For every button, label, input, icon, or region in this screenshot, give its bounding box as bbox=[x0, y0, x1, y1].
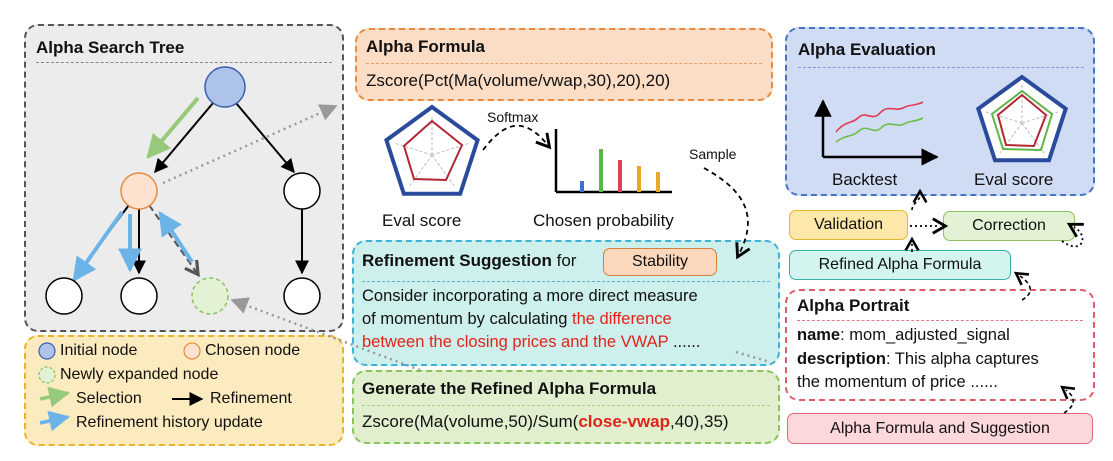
chosen-to-formula-link bbox=[162, 104, 338, 185]
alpha-portrait-title: Alpha Portrait bbox=[797, 296, 910, 315]
validation-box: Validation bbox=[789, 210, 908, 240]
initial-node bbox=[204, 66, 246, 108]
generate-refined-divider bbox=[362, 405, 770, 406]
legend-expanded-label: Newly expanded node bbox=[60, 366, 219, 383]
legend-selection-label: Selection bbox=[76, 390, 142, 407]
generate-refined-formula: Zscore(Ma(volume,50)/Sum(close-vwap,40),… bbox=[362, 412, 729, 432]
legend-chosen-label: Chosen node bbox=[205, 342, 301, 359]
legend-selection-icon bbox=[39, 386, 71, 408]
suggestion-highlight-a: the difference bbox=[572, 310, 672, 328]
legend-initial-icon bbox=[38, 342, 56, 360]
suggestion-line3: between the closing prices and the VWAP … bbox=[362, 333, 700, 352]
validation-to-evaluation-arrow bbox=[911, 188, 928, 211]
suggestion-line2: of momentum by calculating the differenc… bbox=[362, 310, 672, 329]
generate-formula-highlight: close-vwap bbox=[578, 412, 670, 431]
correction-box: Correction bbox=[943, 211, 1075, 241]
alpha-formula-text: Zscore(Pct(Ma(volume/vwap,30),20),20) bbox=[366, 71, 671, 90]
portrait-desc-value: : This alpha captures bbox=[885, 350, 1039, 368]
correction-loop-arrow bbox=[1061, 222, 1084, 248]
alpha-evaluation-divider bbox=[798, 67, 1084, 68]
suggestion-line1: Consider incorporating a more direct mea… bbox=[362, 287, 698, 305]
legend-history-label: Refinement history update bbox=[76, 414, 263, 431]
refinement-suggestion-divider bbox=[362, 281, 770, 282]
prob-bar bbox=[637, 166, 641, 192]
alpha-formula-panel bbox=[355, 28, 773, 101]
prob-bar bbox=[599, 149, 603, 192]
suggestion-highlight-b: between the closing prices and the VWAP bbox=[362, 333, 669, 351]
eval-score-label-right: Eval score bbox=[974, 170, 1054, 189]
eval-score-radar bbox=[384, 104, 480, 196]
suggestion-ellipsis: ...... bbox=[672, 333, 701, 351]
prob-bar bbox=[580, 181, 584, 192]
search-tree-title: Alpha Search Tree bbox=[36, 38, 185, 57]
generate-refined-title: Generate the Refined Alpha Formula bbox=[362, 379, 657, 398]
portrait-desc-line: description: This alpha captures bbox=[797, 350, 1039, 369]
sample-arrow bbox=[703, 167, 751, 260]
softmax-label: Softmax bbox=[487, 109, 539, 125]
search-tree-divider bbox=[36, 62, 332, 63]
legend-chosen-icon bbox=[183, 342, 201, 360]
sample-label: Sample bbox=[689, 146, 737, 162]
legend-refinement-label: Refinement bbox=[210, 390, 292, 407]
refinement-suggestion-label: Refinement Suggestion bbox=[362, 251, 552, 270]
portrait-name-label: name bbox=[797, 326, 841, 344]
selection-arrow bbox=[146, 96, 200, 159]
tree-node bbox=[120, 277, 158, 315]
portrait-name-value: : mom_adjusted_signal bbox=[840, 326, 1010, 344]
evaluation-radar bbox=[975, 74, 1069, 163]
history-arrows bbox=[72, 210, 194, 282]
generate-to-expanded-link bbox=[230, 297, 421, 372]
legend-history-icon bbox=[39, 410, 71, 432]
eval-score-label-mid: Eval score bbox=[382, 211, 462, 230]
refinement-suggestion-title: Refinement Suggestion for bbox=[362, 251, 576, 271]
portrait-desc-line2: the momentum of price ...... bbox=[797, 373, 998, 391]
suggestion-to-generate-link bbox=[735, 350, 771, 364]
legend-panel bbox=[24, 335, 344, 446]
backtest-chart bbox=[814, 99, 939, 166]
alpha-portrait-divider bbox=[797, 320, 1083, 321]
tree-node bbox=[283, 277, 321, 315]
alpha-formula-divider bbox=[366, 63, 762, 64]
backtest-line-green bbox=[835, 117, 924, 143]
stability-tag: Stability bbox=[603, 248, 717, 276]
portrait-to-refined-arrow bbox=[1013, 271, 1031, 301]
backtest-line-red bbox=[835, 101, 924, 133]
prob-bar bbox=[618, 160, 622, 192]
suggestion-line2-text: of momentum by calculating bbox=[362, 310, 568, 328]
backtest-label: Backtest bbox=[832, 170, 898, 189]
probability-chart bbox=[554, 129, 672, 194]
suggestion-to-portrait-arrow bbox=[1060, 385, 1076, 414]
tree-node bbox=[283, 172, 321, 210]
refined-formula-box: Refined Alpha Formula bbox=[789, 250, 1011, 280]
softmax-arrow bbox=[482, 124, 552, 151]
generate-formula-prefix: Zscore(Ma(volume,50)/Sum( bbox=[362, 412, 579, 431]
alpha-portrait-panel bbox=[785, 289, 1095, 401]
generate-formula-suffix: ,40),35) bbox=[669, 412, 729, 431]
expanded-node bbox=[191, 277, 229, 315]
alpha-formula-title: Alpha Formula bbox=[366, 37, 486, 56]
generate-refined-panel bbox=[352, 370, 780, 444]
alpha-formula-suggestion-box: Alpha Formula and Suggestion bbox=[787, 413, 1093, 444]
alpha-evaluation-title: Alpha Evaluation bbox=[798, 40, 936, 59]
chosen-probability-label: Chosen probability bbox=[533, 211, 674, 230]
refinement-suggestion-for: for bbox=[556, 251, 577, 270]
portrait-name-line: name: mom_adjusted_signal bbox=[797, 326, 1010, 345]
tree-edges bbox=[77, 102, 309, 278]
portrait-desc-label: description bbox=[797, 350, 886, 368]
tree-node bbox=[45, 277, 83, 315]
chosen-node bbox=[120, 172, 158, 210]
prob-bar bbox=[656, 172, 660, 192]
legend-expanded-icon bbox=[38, 366, 56, 384]
legend-initial-label: Initial node bbox=[60, 342, 138, 359]
